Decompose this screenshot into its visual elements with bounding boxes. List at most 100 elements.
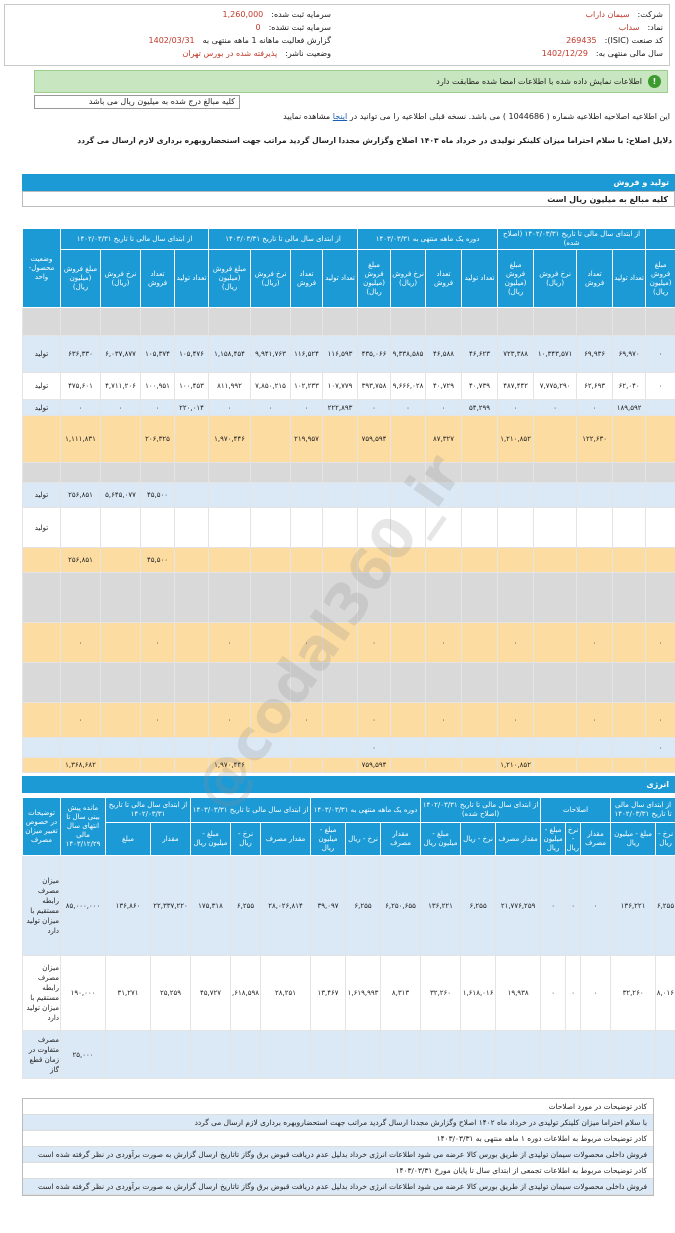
table-cell <box>576 737 614 758</box>
table-cell: ۱۲۲,۶۳۰ <box>576 415 614 463</box>
table-cell: ۱۰۰,۴۵۳ <box>174 372 210 400</box>
table-cell: ۴۶,۵۸۸ <box>425 335 463 373</box>
table-cell: ۶,۲۵۵ <box>345 855 382 956</box>
group-header: از ابتدای سال مالی تا تاریخ ۱۴۰۳/۰۳/۳۱ <box>208 228 359 250</box>
table-cell <box>174 547 210 573</box>
table-cell: ۱۹۰,۰۰۰ <box>60 955 106 1031</box>
table-cell: ۰ <box>357 622 392 663</box>
amendment-tail: مشاهده نمایید <box>283 112 331 121</box>
table-cell <box>461 415 499 463</box>
table-cell: ۰ <box>576 702 614 738</box>
table-cell <box>174 622 210 663</box>
table-cell <box>22 462 61 483</box>
table-cell <box>645 482 675 508</box>
table-cell <box>357 662 392 703</box>
table-cell <box>533 307 578 336</box>
table-cell <box>322 462 359 483</box>
table-cell: ۲۲۰,۰۱۴ <box>174 399 210 416</box>
table-cell <box>357 307 392 336</box>
column-header: مبلغ فروش (میلیون ریال) <box>357 249 392 308</box>
table-cell: ۷,۷۷۵,۲۹۰ <box>533 372 578 400</box>
table-row: ۶,۲۵۵ ۱۳۶,۲۲۱ ۰ ۰ ۰ ۲۱,۷۷۶,۲۵۹ ۶,۲۵۵ ۱۳۶,۲۲۱ ۶,۲… <box>22 855 675 956</box>
table-cell <box>174 462 210 483</box>
note-text: فروش داخلی محصولات سیمان تولیدی از طریق … <box>23 1179 653 1195</box>
table-cell <box>322 572 359 623</box>
table-cell <box>461 622 499 663</box>
table-cell <box>22 547 61 573</box>
table-cell: ۶۹,۹۳۶ <box>576 335 614 373</box>
table-cell <box>610 1030 657 1079</box>
table-cell: ۴۵,۷۲۷ <box>189 955 232 1031</box>
table-cell: ۰ <box>580 955 612 1031</box>
table-cell: ۱,۶۱۸,۰۱۶ <box>655 955 675 1031</box>
table-cell: ۰ <box>100 399 142 416</box>
table-cell <box>425 757 463 773</box>
table-cell: ۰ <box>645 335 675 373</box>
table-cell: ۴۰,۷۲۹ <box>425 372 463 400</box>
column-header: تعداد تولید <box>322 249 359 308</box>
table-cell <box>322 757 359 773</box>
field-label: کد صنعت (ISIC): <box>604 36 663 45</box>
table-row: ۱,۲۱۰,۸۵۲ ۷۵۹,۵۹۴ ۱,۹۷۰,۴۴۶ ۱,۳۶۸,۶۸۲ <box>22 757 675 773</box>
table-cell <box>461 547 499 573</box>
table-cell: ۳۹,۰۹۷ <box>310 855 347 956</box>
table-cell: ۰ <box>208 622 252 663</box>
table-cell <box>150 1030 191 1079</box>
header-row: سرمایه ثبت نشده: 0 <box>11 21 331 34</box>
previous-link[interactable]: اینجا <box>332 112 348 121</box>
table-cell: ۰ <box>576 622 614 663</box>
field-label: سرمایه ثبت نشده: <box>268 23 331 32</box>
table-cell: ۰ <box>250 399 292 416</box>
table-body: ۰ ۶۹,۹۷۰ ۶۹,۹۳۶ ۱۰,۳۴۳,۵۷۱ ۷۲۳,۳۸۸ ۴۶,۶۲۳ ۴۶,۵… <box>22 307 675 773</box>
table-cell <box>390 622 427 663</box>
table-cell: ۶,۲۵۵ <box>655 855 675 956</box>
table-cell: ۴۰,۷۳۹ <box>461 372 499 400</box>
table-cell <box>22 757 61 773</box>
table-cell: ۰ <box>390 399 427 416</box>
table-cell <box>22 662 61 703</box>
table-cell <box>497 547 535 573</box>
note-title: کادر توضیحات مربوط به اطلاعات دوره ۱ ماه… <box>23 1131 653 1147</box>
table-cell <box>533 757 578 773</box>
table-cell: ۹,۹۴۱,۷۶۳ <box>250 335 292 373</box>
column-header: تعداد فروش <box>425 249 463 308</box>
note-text: فروش داخلی محصولات سیمان تولیدی از طریق … <box>23 1147 653 1163</box>
table-cell <box>290 482 324 508</box>
table-cell: ۲۵۶,۸۵۱ <box>59 482 102 508</box>
table-cell <box>645 757 675 773</box>
table-cell <box>22 415 61 463</box>
table-cell <box>208 307 252 336</box>
table-cell: ۴۵,۵۰۰ <box>140 482 176 508</box>
table-cell <box>140 507 176 548</box>
table-cell <box>174 662 210 703</box>
table-cell <box>208 462 252 483</box>
header-row: شرکت: سیمان داراب <box>343 8 663 21</box>
table-cell: ۰ <box>540 855 567 956</box>
header-row: نماد: سداب <box>343 21 663 34</box>
table-cell <box>425 507 463 548</box>
table-cell: ۱۱۶,۵۲۴ <box>290 335 324 373</box>
table-cell <box>612 482 647 508</box>
table-row: ۴۵,۵۰۰ ۲۵۶,۸۵۱ <box>22 547 675 573</box>
table-cell: ۰ <box>580 855 612 956</box>
table-cell <box>612 415 647 463</box>
table-cell: ۰ <box>645 372 675 400</box>
table-cell <box>533 572 578 623</box>
table-cell <box>612 507 647 548</box>
table-cell <box>612 737 647 758</box>
table-cell <box>208 572 252 623</box>
table-cell <box>357 482 392 508</box>
table-cell: ۱۱۶,۵۹۳ <box>322 335 359 373</box>
table-cell <box>580 1030 612 1079</box>
table-cell <box>390 507 427 548</box>
amendment: این اطلاعیه اصلاحیه اطلاعیه شماره ( 1044… <box>30 110 670 124</box>
table-cell: ۱,۶۱۸,۰۱۶ <box>460 955 497 1031</box>
table-cell <box>140 757 176 773</box>
table-cell <box>461 702 499 738</box>
column-header: نرخ فروش (ریال) <box>250 249 292 308</box>
table-cell <box>322 482 359 508</box>
table-cell <box>565 1030 582 1079</box>
unit-input[interactable]: کلیه مبالغ درج شده به میلیون ریال می باش… <box>34 95 240 109</box>
column-header: مبلغ فروش (میلیون ریال) <box>497 249 535 308</box>
table-cell: ۸۱۱,۹۹۲ <box>208 372 252 400</box>
